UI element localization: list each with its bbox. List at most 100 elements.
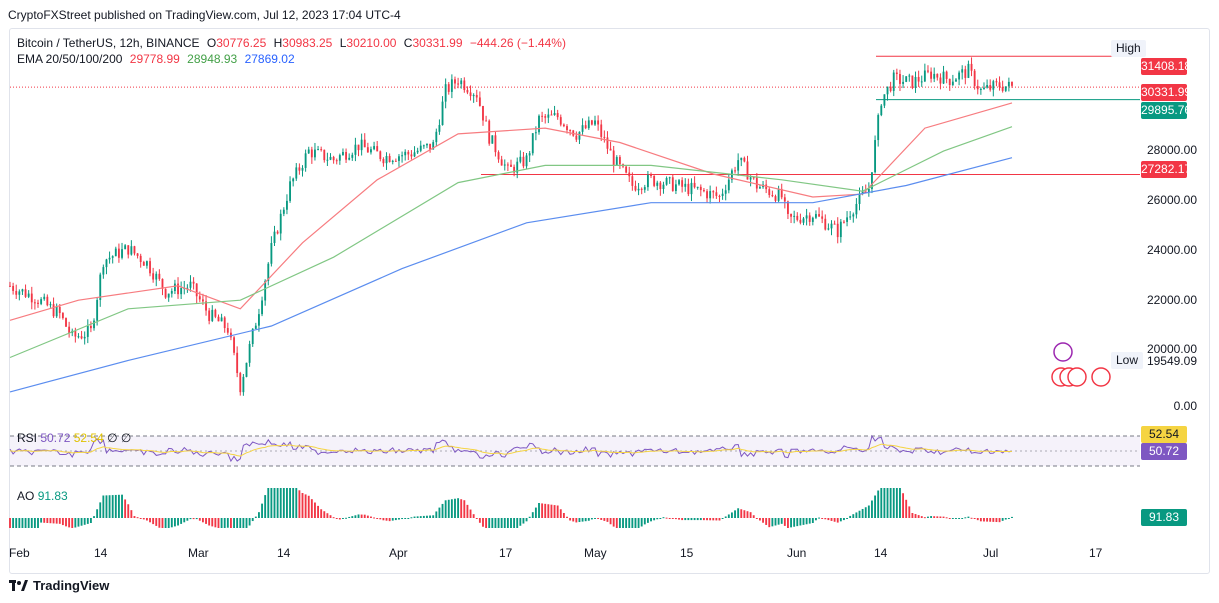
candle-body <box>342 152 344 156</box>
candle-body <box>102 267 105 275</box>
ao-bar <box>917 515 920 518</box>
candle-body <box>198 296 201 300</box>
ao-bar <box>124 499 127 518</box>
brand-name: TradingView <box>33 578 110 593</box>
ao-bar <box>394 518 397 521</box>
close-label: C <box>403 36 413 50</box>
candle-body <box>267 263 270 281</box>
ao-bar <box>205 518 207 524</box>
ao-bar <box>553 505 556 518</box>
ao-bar <box>519 518 522 526</box>
ao-bar <box>469 509 472 518</box>
ao-bar <box>559 509 562 518</box>
candle-body <box>279 213 282 234</box>
price-tick-22000: 22000.00 <box>1146 293 1197 307</box>
ao-bar <box>65 518 67 527</box>
x-label-mar-14: 14 <box>277 546 291 560</box>
ao-bar <box>911 513 914 518</box>
lightning-event-icon <box>1053 342 1073 362</box>
ao-bar <box>217 518 220 528</box>
candle-body <box>883 94 886 106</box>
candle-body <box>12 285 15 291</box>
ao-bar <box>740 509 743 518</box>
ao-bar <box>335 518 338 519</box>
candle-body <box>1007 81 1010 87</box>
ao-bar <box>808 518 811 524</box>
ao-bar <box>289 488 291 518</box>
ao-bar <box>612 518 615 527</box>
ao-bar <box>836 518 839 523</box>
ao-bar <box>615 518 618 528</box>
candle-body <box>693 182 696 188</box>
candle-body <box>261 300 263 315</box>
candle-body <box>158 273 161 279</box>
candle-body <box>469 92 472 97</box>
candle-body <box>447 84 450 92</box>
candle-body <box>37 302 39 304</box>
candle-body <box>743 157 746 162</box>
ao-bar <box>27 518 30 528</box>
candle-body <box>578 131 581 140</box>
candle-body <box>438 125 441 132</box>
ao-bar <box>948 518 951 519</box>
ao-bar <box>500 518 503 528</box>
candle-body <box>687 183 690 195</box>
candle-body <box>603 136 606 138</box>
candle-body <box>114 248 117 257</box>
ao-bar <box>320 509 323 518</box>
candle-body <box>360 139 363 151</box>
candle-body <box>295 167 298 179</box>
candle-body <box>46 296 49 306</box>
ao-bar <box>429 515 432 518</box>
ao-bar <box>317 505 319 518</box>
candle-body <box>398 156 400 161</box>
ao-bar <box>877 490 880 518</box>
ao-bar <box>314 502 316 518</box>
candle-body <box>973 70 976 86</box>
candle-body <box>752 177 755 179</box>
ao-bar <box>780 518 783 524</box>
ao-bar <box>385 518 388 521</box>
candle-body <box>899 74 901 84</box>
candle-body <box>867 188 870 193</box>
candle-body <box>55 306 58 317</box>
price-tick-28000: 28000.00 <box>1146 143 1197 157</box>
candle-body <box>914 76 917 88</box>
candle-body <box>93 320 95 329</box>
ao-bar <box>562 513 565 518</box>
x-label-apr-17: 17 <box>499 546 513 560</box>
ao-bar <box>295 488 298 518</box>
ao-bar <box>254 516 257 518</box>
candle-body <box>709 191 712 199</box>
ao-bar <box>382 518 385 521</box>
candle-body <box>170 291 173 294</box>
ao-bar <box>258 512 260 518</box>
low-value-label: 19549.09 <box>1146 354 1197 368</box>
ao-bar <box>777 518 780 525</box>
ao-bar <box>945 517 948 519</box>
level-tag-support: 29895.76 <box>1141 102 1192 119</box>
ao-bar <box>802 518 805 525</box>
ao-bar <box>824 518 827 520</box>
candle-body <box>696 186 699 188</box>
ao-bar <box>130 510 133 518</box>
ao-bar <box>730 512 733 518</box>
ao-bar <box>578 518 581 523</box>
ao-bar <box>478 518 481 523</box>
candle-body <box>531 133 534 154</box>
candle-body <box>908 75 911 77</box>
ao-bar <box>108 495 111 518</box>
ao-bar <box>889 488 892 518</box>
ao-bar <box>497 518 500 528</box>
candle-body <box>310 149 313 158</box>
ao-bar <box>681 518 684 521</box>
candle-body <box>905 76 908 82</box>
candle-body <box>239 373 242 393</box>
ao-bar <box>902 493 905 518</box>
candle-body <box>541 115 544 117</box>
candle-body <box>715 192 718 196</box>
ao-bar <box>9 518 11 528</box>
candle-body <box>429 143 432 150</box>
x-label-mar: Mar <box>188 546 209 560</box>
